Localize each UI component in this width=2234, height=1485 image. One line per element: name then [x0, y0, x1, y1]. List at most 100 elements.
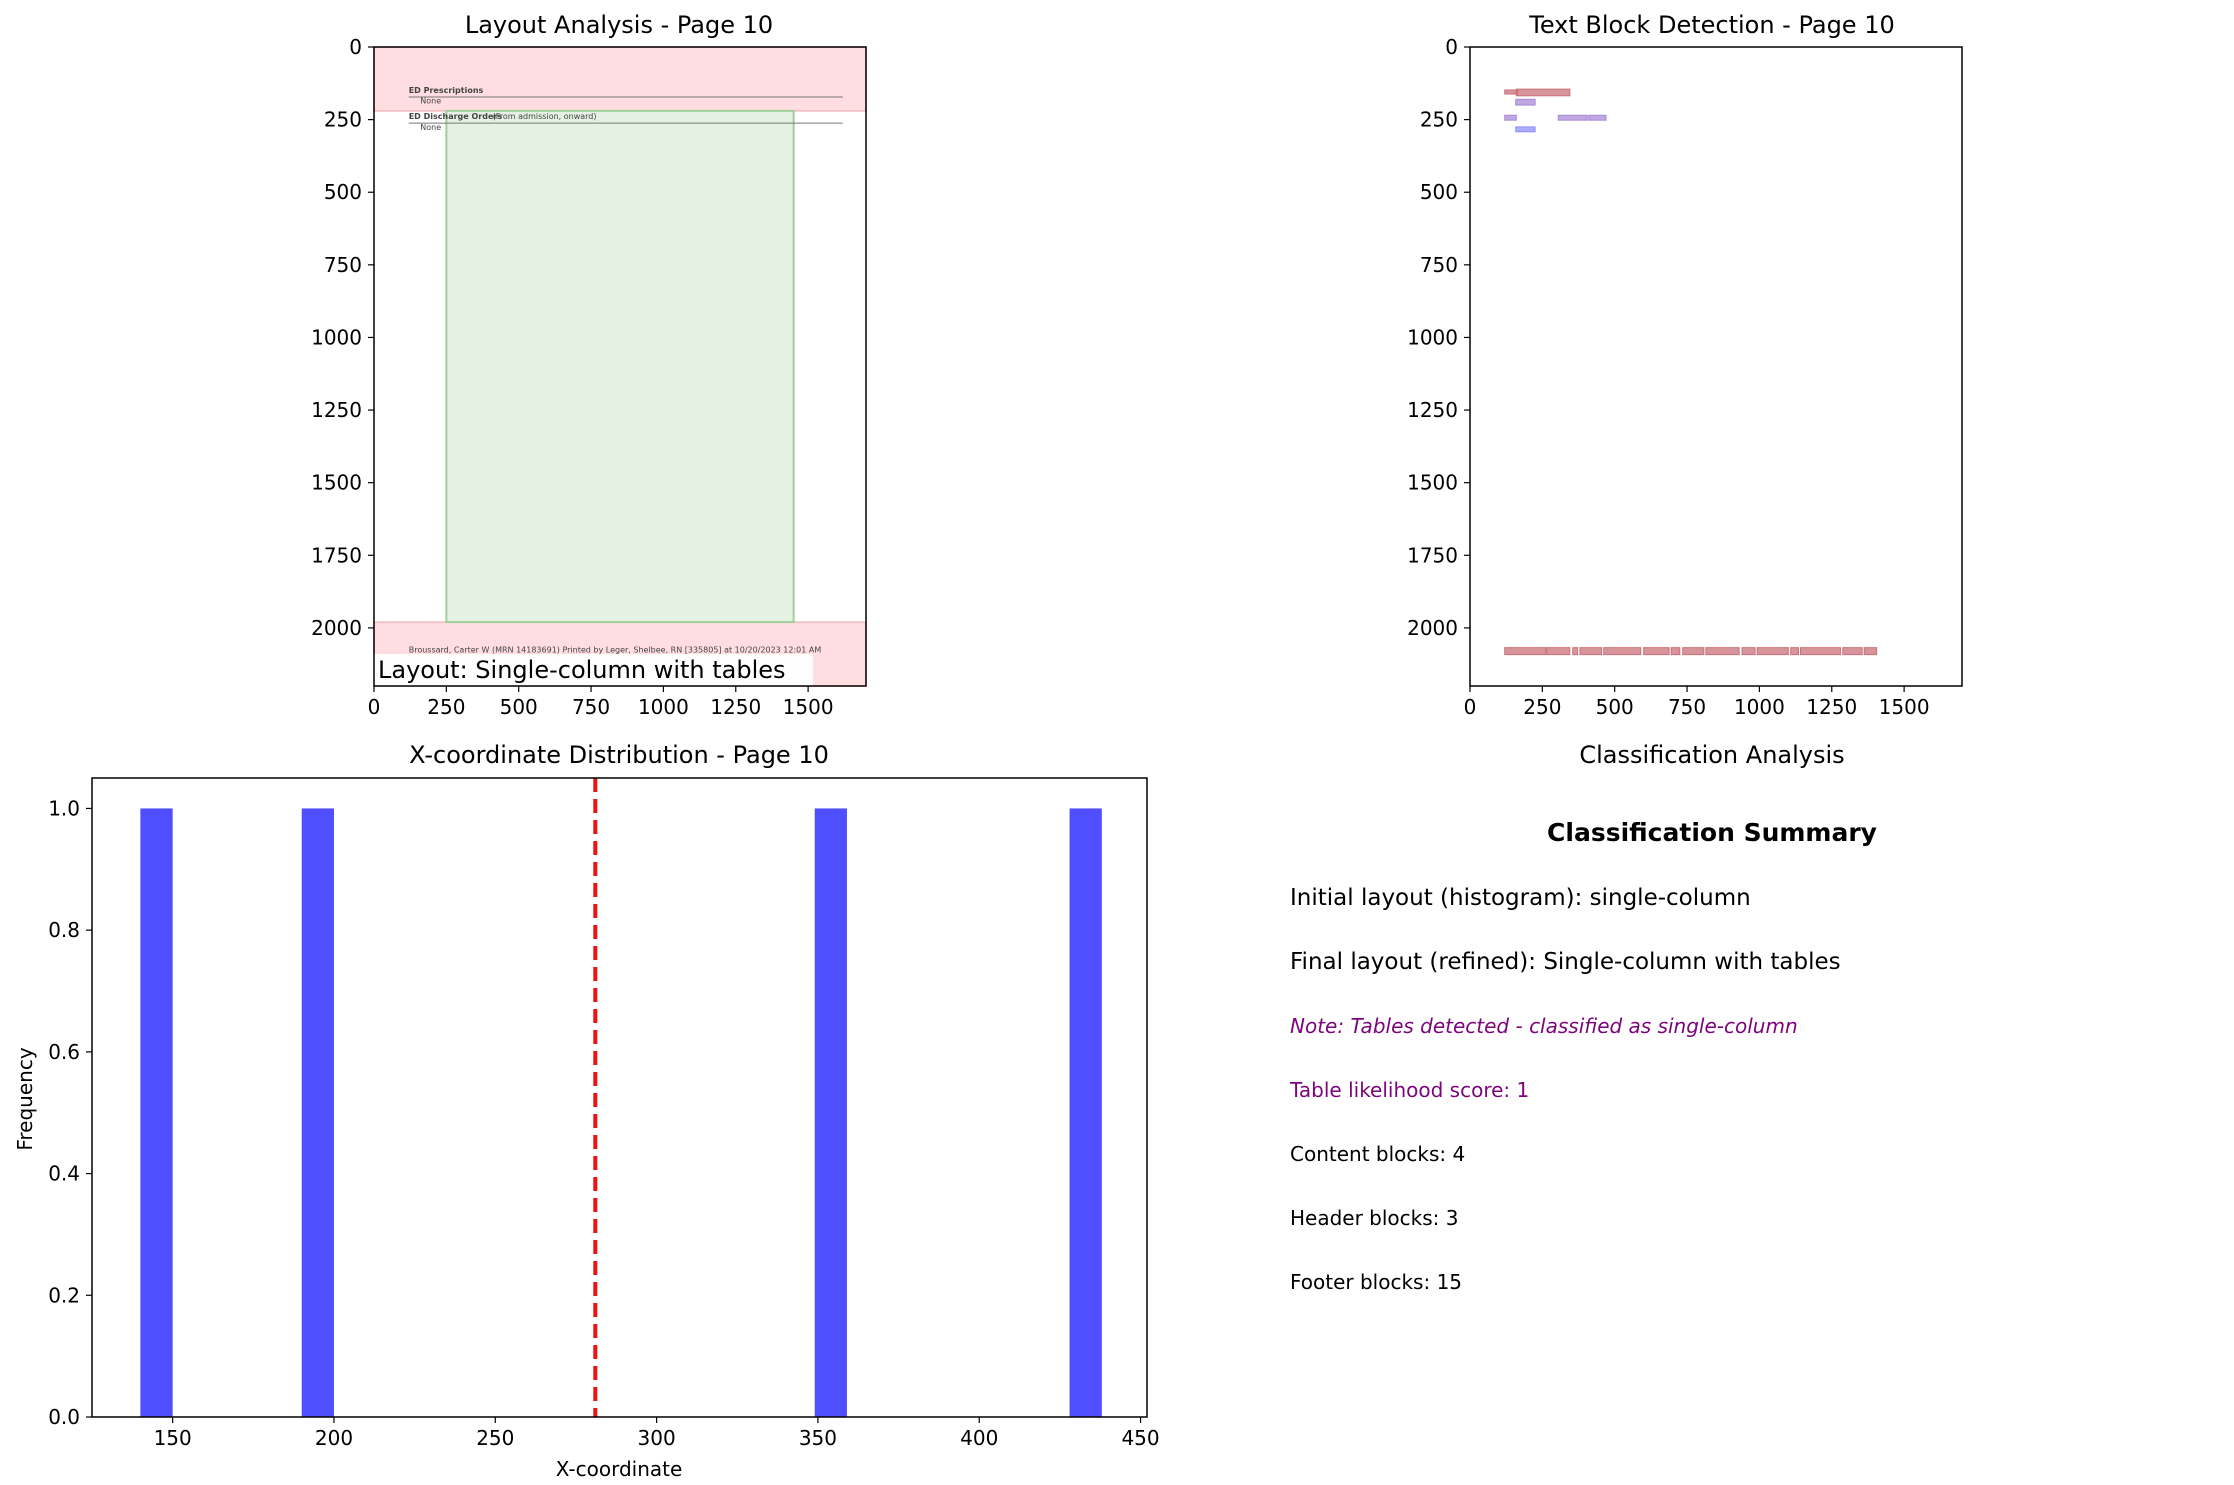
- text-block-red: [1800, 647, 1841, 656]
- classification-summary-title: Classification Summary: [1547, 818, 1877, 847]
- x-tick-label: 1250: [710, 695, 761, 719]
- text-block-red: [1603, 647, 1642, 656]
- x-tick-label: 200: [315, 1426, 353, 1450]
- x-tick-label: 1500: [1879, 695, 1930, 719]
- y-tick-label: 750: [1420, 253, 1458, 277]
- histogram-title: X-coordinate Distribution - Page 10: [409, 741, 829, 769]
- layout-analysis-title: Layout Analysis - Page 10: [465, 11, 773, 39]
- y-tick-label: 1250: [311, 398, 362, 422]
- layout-label-box: [368, 654, 813, 687]
- y-tick-label: 500: [324, 180, 362, 204]
- histogram-panel: X-coordinate Distribution - Page 10 150 2…: [13, 741, 1160, 1481]
- x-tick-label: 0: [368, 695, 381, 719]
- y-tick-label: 500: [1420, 180, 1458, 204]
- y-tick-label: 1000: [311, 325, 362, 349]
- classification-line: Header blocks: 3: [1290, 1206, 1459, 1230]
- text-block-red: [1515, 88, 1571, 97]
- histogram-plot: [91, 777, 1148, 1418]
- histogram-bar: [814, 808, 847, 1417]
- text-block-red: [1670, 647, 1681, 656]
- plot-background: [92, 778, 1147, 1417]
- text-block-x-ticks: 0 250 500 750 1000 1250 1500: [1464, 686, 1930, 719]
- x-tick-label: 350: [799, 1426, 837, 1450]
- text-block-red: [1682, 647, 1705, 656]
- y-tick-label: 1500: [311, 471, 362, 495]
- doc-orders-sub: (From admission, onward): [493, 112, 597, 121]
- text-block-red: [1504, 89, 1519, 95]
- text-block-purple: [1557, 114, 1588, 121]
- text-block-plot: [1469, 46, 1963, 687]
- y-tick-label: 250: [1420, 108, 1458, 132]
- y-tick-label: 0.8: [48, 918, 80, 942]
- x-tick-label: 500: [500, 695, 538, 719]
- y-tick-label: 1500: [1407, 471, 1458, 495]
- histogram-bar: [301, 808, 334, 1417]
- text-block-red: [1863, 647, 1878, 656]
- doc-rx-heading: ED Prescriptions: [409, 86, 484, 95]
- histogram-y-ticks: 0.0 0.2 0.4 0.6 0.8 1.0: [48, 796, 92, 1429]
- text-block-red: [1504, 647, 1547, 656]
- text-block-red: [1705, 647, 1740, 656]
- layout-analysis-plot: ED Prescriptions None ED Discharge Orders(…: [368, 46, 867, 687]
- y-tick-label: 1.0: [48, 796, 80, 820]
- x-tick-label: 150: [154, 1426, 192, 1450]
- y-tick-label: 0.6: [48, 1040, 80, 1064]
- axes-frame: [373, 46, 867, 687]
- x-tick-label: 1250: [1806, 695, 1857, 719]
- classification-panel-title: Classification Analysis: [1579, 741, 1844, 769]
- classification-line: Content blocks: 4: [1290, 1142, 1465, 1166]
- histogram-bar: [140, 808, 173, 1417]
- text-block-red: [1741, 647, 1756, 656]
- text-block-red: [1579, 647, 1603, 656]
- text-block-red: [1643, 647, 1670, 656]
- classification-lines: Initial layout (histogram): single-colum…: [1289, 885, 1841, 1294]
- classification-panel: Classification Analysis Classification S…: [1289, 741, 1877, 1294]
- header-region: [373, 46, 867, 112]
- y-tick-label: 1000: [1407, 325, 1458, 349]
- y-tick-label: 750: [324, 253, 362, 277]
- text-block-title: Text Block Detection - Page 10: [1528, 11, 1894, 39]
- y-tick-label: 0: [1445, 35, 1458, 59]
- text-block-red: [1790, 647, 1799, 656]
- y-tick-label: 2000: [1407, 616, 1458, 640]
- text-block-red: [1756, 647, 1789, 656]
- text-block-purple: [1588, 114, 1607, 121]
- layout-label: Layout: Single-column with tables: [378, 656, 786, 684]
- histogram-bar: [1069, 808, 1102, 1417]
- text-block-purple: [1515, 98, 1536, 106]
- x-tick-label: 450: [1121, 1426, 1159, 1450]
- doc-orders-heading: ED Discharge Orders: [409, 112, 503, 121]
- y-tick-label: 250: [324, 108, 362, 132]
- y-tick-label: 1250: [1407, 398, 1458, 422]
- layout-analysis-y-ticks: 0 250 500 750 1000 1250 1500 1750 2000: [311, 35, 374, 640]
- histogram-x-ticks: 150 200 250 300 350 400 450: [154, 1417, 1160, 1450]
- layout-analysis-x-ticks: 0 250 500 750 1000 1250 1500: [368, 686, 834, 719]
- x-tick-label: 250: [427, 695, 465, 719]
- text-block-red: [1572, 647, 1579, 656]
- classification-line: Final layout (refined): Single-column wi…: [1290, 949, 1841, 975]
- x-tick-label: 750: [572, 695, 610, 719]
- x-tick-label: 1000: [1734, 695, 1785, 719]
- axes-frame: [91, 777, 1148, 1418]
- text-block-red: [1842, 647, 1863, 656]
- y-tick-label: 2000: [311, 616, 362, 640]
- text-block-panel: Text Block Detection - Page 10 0 250 500 75…: [1407, 11, 1963, 719]
- y-tick-label: 0.4: [48, 1162, 80, 1186]
- x-tick-label: 750: [1668, 695, 1706, 719]
- y-tick-label: 0.0: [48, 1405, 80, 1429]
- x-tick-label: 250: [1523, 695, 1561, 719]
- y-tick-label: 1750: [311, 543, 362, 567]
- axes-frame: [1469, 46, 1963, 687]
- y-tick-label: 1750: [1407, 543, 1458, 567]
- text-block-y-ticks: 0 250 500 750 1000 1250 1500 1750 2000: [1407, 35, 1470, 640]
- text-block-purple: [1504, 114, 1517, 121]
- x-tick-label: 1000: [638, 695, 689, 719]
- doc-rx-value: None: [420, 97, 441, 106]
- x-tick-label: 1500: [783, 695, 834, 719]
- layout-analysis-panel: Layout Analysis - Page 10 ED Prescriptio…: [311, 11, 867, 719]
- x-tick-label: 0: [1464, 695, 1477, 719]
- x-tick-label: 300: [638, 1426, 676, 1450]
- page-background: [1470, 47, 1962, 686]
- text-block-red: [1546, 647, 1571, 656]
